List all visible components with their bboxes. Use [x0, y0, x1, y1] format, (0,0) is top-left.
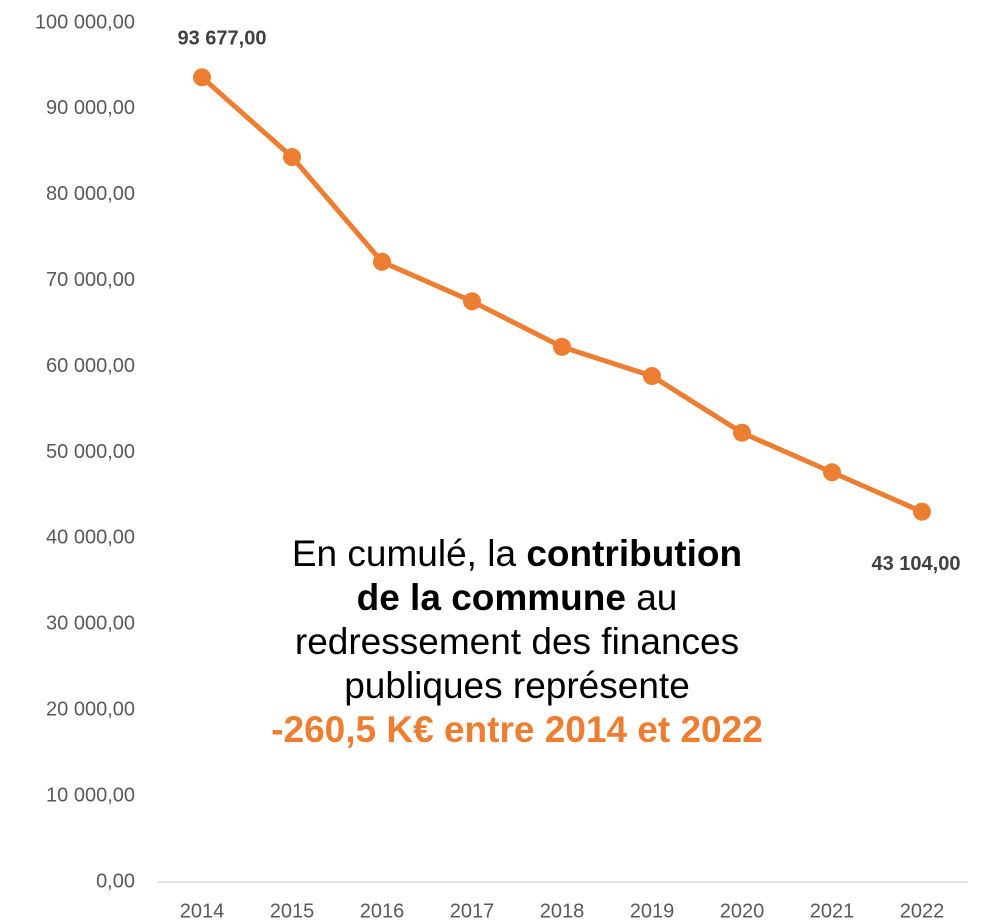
y-tick-label: 90 000,00 [46, 97, 135, 119]
annotation-text: au [626, 577, 677, 618]
annotation-line: En cumulé, la contribution [292, 533, 742, 574]
point [733, 423, 751, 442]
annotation-text: contribution [526, 533, 742, 574]
data-label: 43 104,00 [872, 553, 961, 575]
data-label: 93 677,00 [178, 28, 267, 50]
y-tick-label: 0,00 [96, 870, 135, 892]
line [200, 75, 924, 515]
point [373, 252, 391, 271]
x-tick-label: 2015 [270, 900, 315, 922]
annotation-line: publiques représente [344, 665, 690, 706]
point [823, 463, 841, 482]
point [463, 292, 481, 311]
annotation-text: de la commune [357, 577, 626, 618]
point [553, 337, 571, 356]
y-tick-label: 80 000,00 [46, 183, 135, 205]
y-tick-label: 50 000,00 [46, 441, 135, 463]
annotation-line: -260,5 K€ entre 2014 et 2022 [271, 709, 763, 750]
y-tick-label: 100 000,00 [35, 11, 135, 33]
x-tick-label: 2021 [810, 900, 855, 922]
point [913, 502, 931, 521]
point [193, 68, 211, 87]
x-tick-label: 2016 [360, 900, 405, 922]
x-tick-label: 2014 [180, 900, 225, 922]
point [283, 148, 301, 167]
y-tick-label: 10 000,00 [46, 784, 135, 806]
annotation-text: En cumulé, la [292, 533, 526, 574]
y-tick-label: 30 000,00 [46, 613, 135, 635]
annotation-text: -260,5 K€ entre 2014 et 2022 [271, 709, 763, 750]
x-tick-label: 2020 [720, 900, 765, 922]
annotation-line: de la commune au [357, 577, 678, 618]
x-tick-label: 2022 [900, 900, 945, 922]
x-tick-label: 2017 [450, 900, 495, 922]
annotation-text: publiques représente [344, 665, 690, 706]
annotation-line: redressement des finances [295, 621, 739, 662]
y-tick-label: 60 000,00 [46, 355, 135, 377]
y-tick-label: 70 000,00 [46, 269, 135, 291]
x-tick-label: 2018 [540, 900, 585, 922]
annotation-text: redressement des finances [295, 621, 739, 662]
y-tick-label: 20 000,00 [46, 698, 135, 720]
y-tick-label: 40 000,00 [46, 527, 135, 549]
x-tick-label: 2019 [630, 900, 675, 922]
point [643, 367, 661, 386]
